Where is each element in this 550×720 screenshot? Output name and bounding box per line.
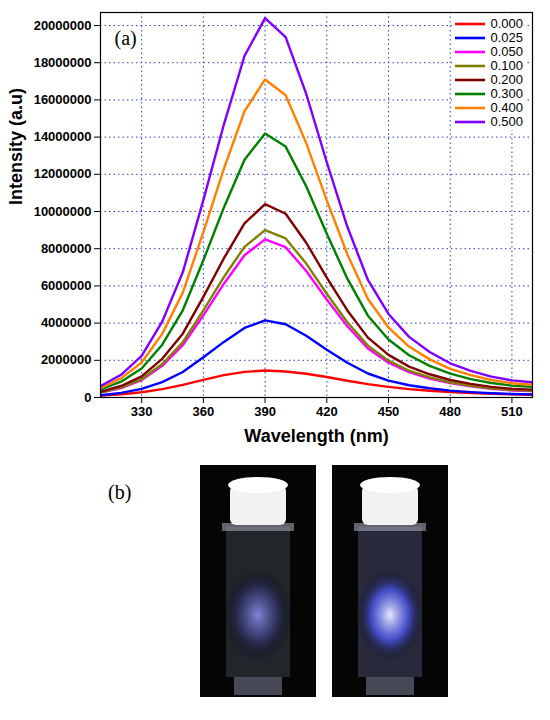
html-text:0.400: 0.400 (490, 100, 523, 115)
svg-text:8000000: 8000000 (41, 241, 92, 256)
html-text:0.025: 0.025 (490, 30, 523, 45)
svg-text:330: 330 (131, 404, 153, 419)
svg-text:2000000: 2000000 (41, 352, 92, 367)
html-text:0.300: 0.300 (490, 86, 523, 101)
html-text:0.200: 0.200 (490, 72, 523, 87)
svg-text:14000000: 14000000 (34, 129, 92, 144)
html-text:0.050: 0.050 (490, 44, 523, 59)
svg-text:390: 390 (254, 404, 276, 419)
html-text:0.000: 0.000 (490, 16, 523, 31)
svg-text:16000000: 16000000 (34, 92, 92, 107)
svg-text:4000000: 4000000 (41, 315, 92, 330)
svg-text:20000000: 20000000 (34, 18, 92, 33)
html-text:(b): (b) (108, 481, 132, 503)
svg-text:Intensity (a.u): Intensity (a.u) (6, 88, 26, 205)
svg-text:450: 450 (378, 404, 400, 419)
svg-text:Wavelength (nm): Wavelength (nm) (244, 426, 388, 446)
svg-text:18000000: 18000000 (34, 55, 92, 70)
svg-text:510: 510 (501, 404, 523, 419)
html-text:0.500: 0.500 (490, 114, 523, 129)
svg-text:360: 360 (193, 404, 215, 419)
svg-text:12000000: 12000000 (34, 166, 92, 181)
svg-text:480: 480 (439, 404, 461, 419)
svg-text:10000000: 10000000 (34, 204, 92, 219)
svg-text:420: 420 (316, 404, 338, 419)
svg-text:6000000: 6000000 (41, 278, 92, 293)
svg-text:(a): (a) (115, 27, 137, 50)
svg-text:0: 0 (84, 390, 91, 405)
html-text:0.100: 0.100 (490, 58, 523, 73)
